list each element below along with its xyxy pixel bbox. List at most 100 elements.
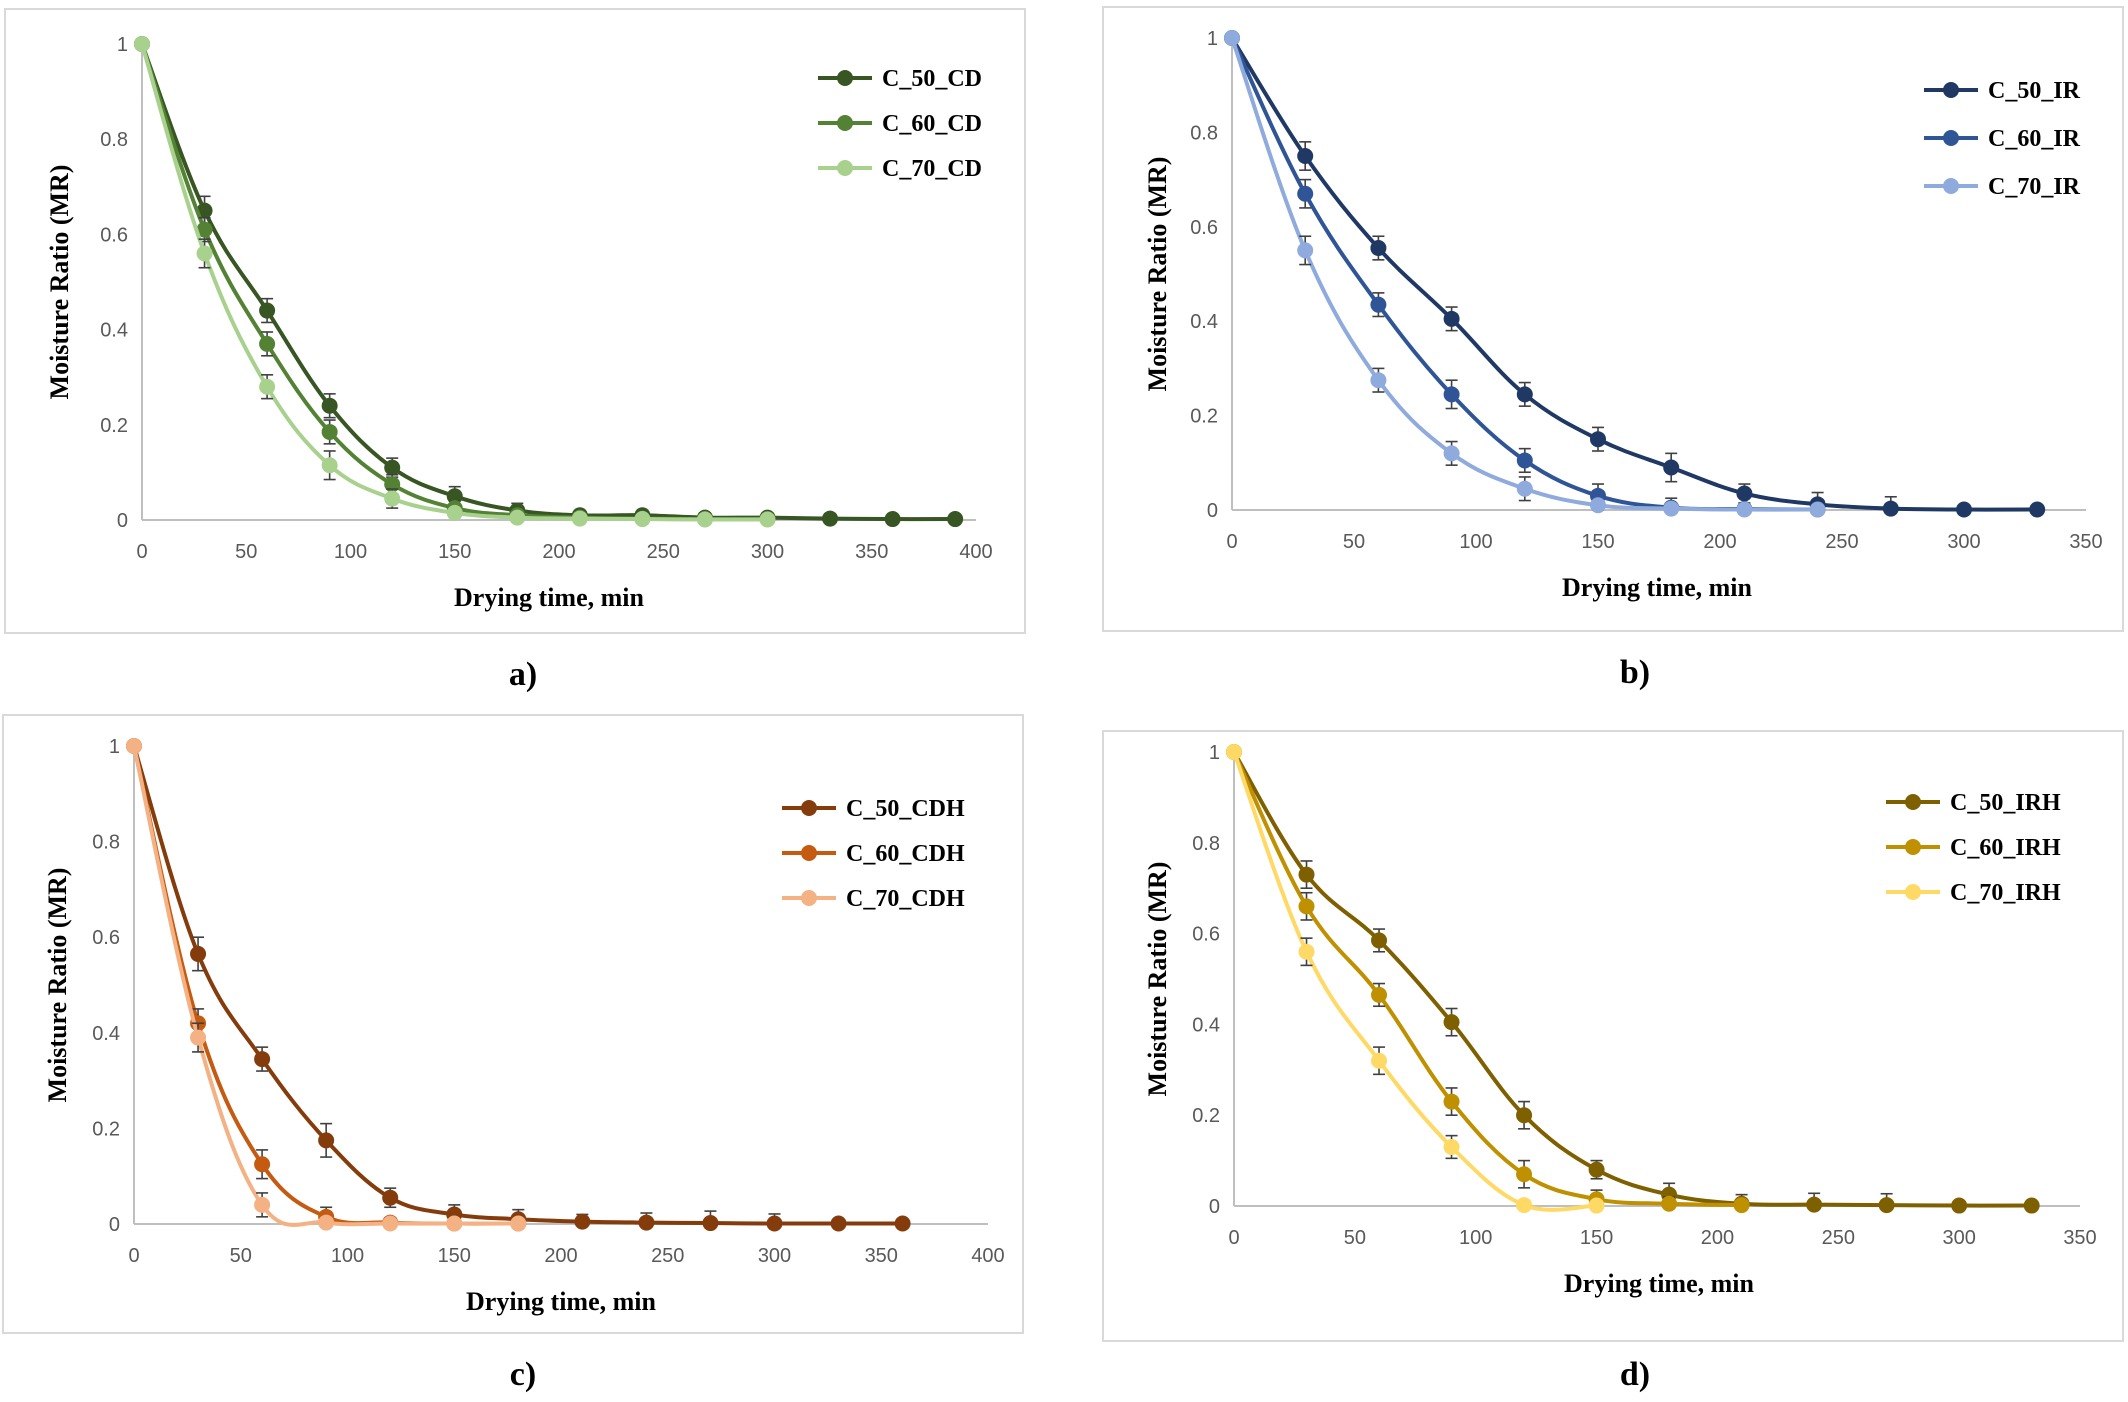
x-tick-label: 50 — [1344, 1227, 1366, 1249]
data-point — [1516, 1197, 1533, 1214]
data-point — [1516, 386, 1533, 403]
x-axis-title: Drying time, min — [454, 583, 644, 612]
legend-entry: C_70_CD — [818, 156, 982, 182]
x-tick-label: 100 — [334, 541, 367, 563]
data-point — [190, 1029, 207, 1046]
series-line — [1232, 750, 2032, 1208]
data-point — [1443, 1014, 1460, 1031]
data-point — [384, 490, 401, 507]
x-tick-label: 50 — [1343, 531, 1365, 553]
legend-entry: C_50_CD — [818, 66, 982, 92]
series-line — [140, 43, 768, 522]
legend-entry: C_50_IR — [1924, 78, 2081, 104]
legend-entry: C_70_CDH — [782, 886, 965, 912]
data-point — [1736, 485, 1753, 502]
x-tick-label: 150 — [438, 1245, 471, 1267]
y-tick-label: 0 — [1209, 1196, 1220, 1218]
data-point — [759, 511, 776, 528]
legend-entry: C_60_IRH — [1886, 835, 2061, 861]
chart-a-svg: 0 50 100 150 200 250 300 350 400 0 0.2 0.4 0.6 0.8 1 Dr… — [45, 34, 993, 612]
x-tick-label: 250 — [1822, 1227, 1855, 1249]
x-tick-label: 400 — [959, 541, 992, 563]
x-tick-label: 50 — [235, 541, 257, 563]
x-tick-label: 300 — [751, 541, 784, 563]
legend-entry: C_50_IRH — [1886, 790, 2061, 816]
chart-b-caption: b) — [1619, 654, 1651, 691]
y-tick-label: 0.4 — [100, 320, 128, 342]
chart-a-caption: a) — [508, 656, 538, 693]
data-point — [822, 510, 839, 527]
series-line — [132, 745, 519, 1227]
x-tick-label: 100 — [1459, 1227, 1492, 1249]
y-tick-label: 0.6 — [1192, 924, 1220, 946]
data-point — [1661, 1195, 1678, 1212]
legend-entry: C_50_CDH — [782, 796, 965, 822]
data-point — [1298, 943, 1315, 960]
data-point — [1516, 1166, 1533, 1183]
data-point — [1806, 1196, 1823, 1213]
y-tick-label: 0 — [117, 510, 128, 532]
y-axis-title: Moisture Ratio (MR) — [1143, 862, 1172, 1097]
x-tick-label: 250 — [1825, 531, 1858, 553]
data-point — [1663, 500, 1680, 517]
chart-c-caption: c) — [509, 1356, 537, 1393]
data-point — [510, 1215, 527, 1232]
legend-label: C_60_CD — [882, 111, 982, 137]
legend-entry: C_70_IR — [1924, 174, 2081, 200]
series-line — [1232, 751, 1742, 1208]
y-tick-label: 0.4 — [1190, 311, 1218, 333]
series-C_50_CD — [134, 36, 964, 528]
series-C_70_CD — [134, 36, 776, 528]
data-point — [321, 423, 338, 440]
chart-d-caption: d) — [1619, 1356, 1651, 1393]
data-point — [384, 459, 401, 476]
data-point — [1588, 1197, 1605, 1214]
series-C_60_IRH — [1226, 744, 1750, 1214]
series-C_50_IR — [1224, 30, 2046, 518]
data-point — [1733, 1197, 1750, 1214]
x-tick-label: 0 — [128, 1245, 139, 1267]
legend-label: C_60_IR — [1988, 126, 2081, 152]
x-tick-label: 200 — [542, 541, 575, 563]
data-point — [1809, 501, 1826, 518]
x-tick-label: 200 — [1703, 531, 1736, 553]
y-tick-label: 0.2 — [1192, 1105, 1220, 1127]
data-point — [321, 397, 338, 414]
data-point — [1297, 185, 1314, 202]
data-point — [1443, 1138, 1460, 1155]
data-point — [1370, 240, 1387, 257]
legend-label: C_70_IRH — [1950, 880, 2061, 906]
x-tick-label: 0 — [1228, 1227, 1239, 1249]
legend-label: C_60_CDH — [846, 841, 965, 867]
series-C_70_CDH — [126, 738, 527, 1232]
data-point — [1590, 431, 1606, 448]
x-tick-label: 200 — [544, 1245, 577, 1267]
x-tick-label: 250 — [647, 541, 680, 563]
chart-panel-c: 0 50 100 150 200 250 300 350 400 0 0.2 0.4 0.6 0.8 1 Dr… — [2, 714, 1024, 1334]
chart-panel-a: 0 50 100 150 200 250 300 350 400 0 0.2 0.4 0.6 0.8 1 Dr… — [4, 8, 1026, 634]
data-point — [1951, 1197, 1968, 1214]
y-tick-label: 0.8 — [100, 129, 128, 151]
legend-entry: C_60_CD — [818, 111, 982, 137]
data-point — [766, 1215, 783, 1232]
data-point — [318, 1132, 335, 1149]
y-tick-label: 0.2 — [92, 1118, 120, 1140]
data-point — [1298, 866, 1315, 883]
chart-c-svg: 0 50 100 150 200 250 300 350 400 0 0.2 0.4 0.6 0.8 1 Dr… — [43, 736, 1005, 1316]
data-point — [702, 1215, 719, 1232]
y-tick-label: 0.8 — [1190, 122, 1218, 144]
y-tick-label: 0.8 — [1192, 833, 1220, 855]
data-point — [1663, 459, 1680, 476]
data-point — [1443, 1093, 1460, 1110]
data-point — [446, 1215, 463, 1232]
y-tick-label: 0.4 — [92, 1023, 120, 1045]
y-tick-label: 1 — [117, 34, 128, 56]
series-C_50_CDH — [126, 738, 911, 1232]
x-tick-label: 0 — [1226, 531, 1237, 553]
chart-panel-d: 0 50 100 150 200 250 300 350 0 0.2 0.4 0.6 0.8 1 Dryin… — [1102, 730, 2124, 1342]
chart-panel-b: 0 50 100 150 200 250 300 350 0 0.2 0.4 0.6 0.8 1 Dryin… — [1102, 6, 2124, 632]
x-tick-label: 300 — [1942, 1227, 1975, 1249]
data-point — [1878, 1197, 1895, 1214]
legend-label: C_70_CDH — [846, 886, 965, 912]
data-point — [196, 245, 213, 262]
